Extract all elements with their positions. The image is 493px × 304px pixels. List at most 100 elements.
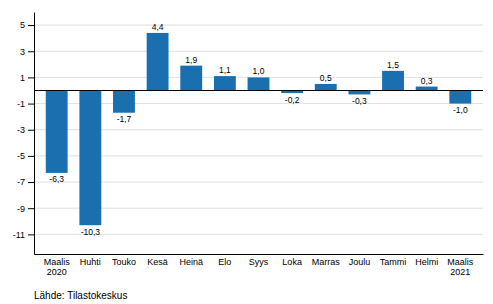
x-tick-label: Elo bbox=[218, 257, 231, 267]
data-label: 1,1 bbox=[219, 65, 231, 75]
y-tick-mark bbox=[28, 208, 34, 209]
y-tick-mark bbox=[28, 77, 34, 78]
x-tick-label-line: Huhti bbox=[80, 257, 101, 267]
bar bbox=[382, 71, 404, 91]
y-tick-mark bbox=[28, 130, 34, 131]
x-tick-label: Maalis2021 bbox=[447, 257, 474, 277]
x-tick: Touko bbox=[112, 257, 136, 267]
grid-line bbox=[34, 182, 483, 183]
annotations: Lähde: Tilastokeskus bbox=[34, 290, 127, 301]
x-tick-label: Syys bbox=[249, 257, 269, 267]
x-tick-label-line: Syys bbox=[249, 257, 269, 267]
x-tick-label-line: 2020 bbox=[47, 267, 67, 277]
x-tick-label: Touko bbox=[112, 257, 136, 267]
y-tick: 1 bbox=[20, 73, 34, 83]
x-tick: Loka bbox=[282, 257, 302, 267]
y-tick-mark bbox=[28, 51, 34, 52]
data-label: -1,7 bbox=[117, 114, 132, 124]
y-tick: -3 bbox=[17, 125, 34, 135]
chart-svg: -11-9-7-5-3-1135Maalis2020HuhtiToukoKesä… bbox=[0, 0, 493, 304]
data-label: 0,5 bbox=[320, 73, 332, 83]
x-tick-label-line: Joulu bbox=[349, 257, 371, 267]
x-tick-label: Joulu bbox=[349, 257, 371, 267]
x-tick-label-line: Marras bbox=[312, 257, 341, 267]
data-label: -0,3 bbox=[352, 96, 367, 106]
data-label: -10,3 bbox=[81, 227, 101, 237]
y-tick-label: -3 bbox=[17, 125, 25, 135]
x-tick: Helmi bbox=[415, 257, 438, 267]
y-tick: 5 bbox=[20, 20, 34, 30]
bar bbox=[113, 90, 135, 112]
y-tick: -11 bbox=[13, 230, 34, 240]
x-tick: Maalis2020 bbox=[44, 257, 71, 277]
y-tick-mark bbox=[28, 156, 34, 157]
x-tick-label: Maalis2020 bbox=[44, 257, 71, 277]
x-tick: Huhti bbox=[80, 257, 101, 267]
source-text: Lähde: Tilastokeskus bbox=[34, 290, 127, 301]
x-tick-label: Kesä bbox=[147, 257, 168, 267]
grid-line bbox=[34, 155, 483, 156]
y-axis-line bbox=[34, 13, 35, 255]
x-tick: Elo bbox=[218, 257, 231, 267]
grid-line bbox=[34, 103, 483, 104]
x-tick: Kesä bbox=[147, 257, 168, 267]
y-tick-label: -7 bbox=[17, 177, 25, 187]
x-tick-label-line: Tammi bbox=[380, 257, 407, 267]
bar bbox=[46, 90, 68, 172]
y-tick-label: -5 bbox=[17, 151, 25, 161]
grid-line bbox=[34, 129, 483, 130]
grid-line bbox=[34, 51, 483, 52]
x-tick-label-line: Maalis bbox=[44, 257, 71, 267]
bar bbox=[248, 77, 270, 90]
x-axis-line bbox=[35, 254, 484, 255]
data-label: 4,4 bbox=[152, 22, 164, 32]
x-tick: Marras bbox=[312, 257, 341, 267]
zero-line bbox=[34, 90, 483, 91]
data-labels: -6,3-10,3-1,74,41,91,11,0-0,20,5-0,31,50… bbox=[49, 22, 468, 237]
y-tick-label: 3 bbox=[20, 47, 25, 57]
x-tick-label-line: Touko bbox=[112, 257, 136, 267]
data-label: -1,0 bbox=[453, 105, 468, 115]
bar bbox=[79, 90, 101, 225]
y-axis: -11-9-7-5-3-1135 bbox=[13, 13, 35, 255]
y-tick-label: -1 bbox=[17, 99, 25, 109]
x-tick-label-line: Helmi bbox=[415, 257, 438, 267]
y-tick-mark bbox=[28, 104, 34, 105]
data-label: 0,3 bbox=[421, 76, 433, 86]
x-tick-label: Loka bbox=[282, 257, 302, 267]
bar bbox=[449, 90, 471, 103]
chart-container: -11-9-7-5-3-1135Maalis2020HuhtiToukoKesä… bbox=[0, 0, 493, 304]
y-tick-mark bbox=[28, 234, 34, 235]
grid-line bbox=[34, 234, 483, 235]
data-label: 1,0 bbox=[253, 66, 265, 76]
y-tick-label: 1 bbox=[20, 73, 25, 83]
y-tick-mark bbox=[28, 182, 34, 183]
y-tick: -9 bbox=[17, 204, 34, 214]
y-tick-label: -9 bbox=[17, 204, 25, 214]
data-label: -6,3 bbox=[49, 174, 64, 184]
x-tick-label-line: Maalis bbox=[447, 257, 474, 267]
bar bbox=[147, 33, 169, 91]
x-tick-label: Helmi bbox=[415, 257, 438, 267]
x-tick-label-line: Elo bbox=[218, 257, 231, 267]
x-tick: Maalis2021 bbox=[447, 257, 474, 277]
bar bbox=[180, 66, 202, 91]
x-tick-label-line: Heinä bbox=[179, 257, 203, 267]
y-tick-label: 5 bbox=[20, 20, 25, 30]
y-tick: 3 bbox=[20, 47, 34, 57]
bar bbox=[214, 76, 236, 90]
x-tick-label: Marras bbox=[312, 257, 341, 267]
x-tick-label-line: 2021 bbox=[450, 267, 470, 277]
y-tick: -5 bbox=[17, 151, 34, 161]
x-tick: Heinä bbox=[179, 257, 203, 267]
y-tick: -1 bbox=[17, 99, 34, 109]
grid-line bbox=[34, 25, 483, 26]
x-axis: Maalis2020HuhtiToukoKesäHeinäEloSyysLoka… bbox=[35, 255, 484, 278]
grid-line bbox=[34, 208, 483, 209]
x-tick: Joulu bbox=[349, 257, 371, 267]
x-tick-label: Huhti bbox=[80, 257, 101, 267]
x-tick: Syys bbox=[249, 257, 269, 267]
y-tick-mark bbox=[28, 25, 34, 26]
grid bbox=[34, 25, 483, 234]
x-tick-label-line: Loka bbox=[282, 257, 302, 267]
